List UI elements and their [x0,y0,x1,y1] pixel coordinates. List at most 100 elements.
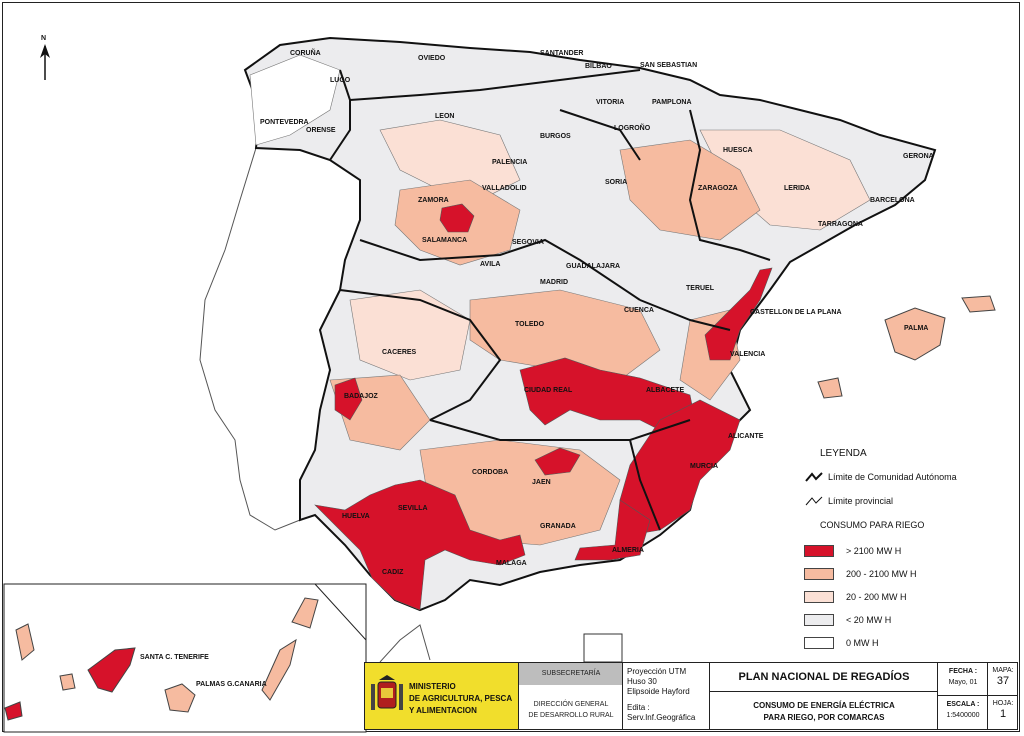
projection-panel: Proyección UTM Huso 30 Elipsoide Hayford… [622,663,709,729]
label-salamanca: SALAMANCA [422,237,467,244]
label-orense: ORENSE [306,127,336,134]
label-segovia: SEGOVIA [512,239,544,246]
legend-class-4: < 20 MW H [804,613,891,627]
label-alicante: ALICANTE [728,433,764,440]
label-huelva: HUELVA [342,513,370,520]
balearic-mallorca [884,307,946,361]
north-arrow-icon: N [40,35,50,80]
label-las-palmas: PALMAS G.CANARIA [196,681,267,688]
legend-ccaa-row: Límite de Comunidad Autónoma [804,470,957,484]
projection-line: Huso 30 [627,677,657,686]
subsecretaria-label: SUBSECRETARÍA [519,663,623,685]
canary-fuerteventura [261,638,297,701]
label-cadiz: CADIZ [382,569,404,576]
label-sevilla: SEVILLA [398,505,428,512]
label-cuenca: CUENCA [624,307,654,314]
label-zaragoza: ZARAGOZA [698,185,738,192]
label-almeria: ALMERIA [612,547,644,554]
fecha-cell: FECHA : Mayo, 01 [938,663,988,696]
meta-panel: FECHA : Mayo, 01 ESCALA : 1:5400000 [937,663,988,729]
label-toledo: TOLEDO [515,321,545,328]
legend-class-3: 20 - 200 MW H [804,590,907,604]
ccaa-boundaries [329,69,771,531]
escala-cell: ESCALA : 1:5400000 [946,701,980,719]
ceuta-melilla-inset [583,633,623,663]
label-madrid: MADRID [540,279,568,286]
label-badajoz: BADAJOZ [344,393,379,400]
africa-coast [379,624,431,663]
legend-class-label: 200 - 2100 MW H [846,569,917,579]
edita-value: Serv.Inf.Geográfica [627,713,696,722]
label-lerida: LERIDA [784,185,810,192]
zone-over-2100-badajoz [334,377,363,421]
label-tarragona: TARRAGONA [818,221,863,228]
canary-lanzarote [291,597,319,629]
projection-line: Proyección UTM [627,667,687,676]
legend-swatch [804,637,834,649]
label-logrono: LOGROÑO [614,123,651,132]
label-barcelona: BARCELONA [870,197,915,204]
label-bilbao: BILBAO [585,63,612,70]
label-valencia: VALENCIA [730,351,765,358]
prov-line-icon [805,496,823,506]
label-cordoba: CORDOBA [472,469,508,476]
zone-0-galicia [249,54,341,146]
label-burgos: BURGOS [540,133,571,140]
edita-label: Edita : [627,703,650,712]
zone-over-2100-murcia [619,399,741,536]
balearic-menorca [961,295,996,313]
label-murcia: MURCIA [690,463,718,470]
label-soria: SORIA [605,179,627,186]
label-oviedo: OVIEDO [418,55,446,62]
label-caceres: CACERES [382,349,417,356]
coat-of-arms-icon [371,675,403,710]
zone-over-2100-zamora [439,203,475,233]
label-leon: LEON [435,113,454,120]
label-teruel: TERUEL [686,285,715,292]
plan-panel: PLAN NACIONAL DE REGADÍOS CONSUMO DE ENE… [709,663,938,729]
label-castellon: CASTELLON DE LA PLANA [750,309,842,316]
label-guadalajara: GUADALAJARA [566,263,620,270]
zone-over-2100-valencia-coast [704,267,773,361]
label-vitoria: VITORIA [596,99,624,106]
label-pamplona: PAMPLONA [652,99,692,106]
legend: LEYENDA Límite de Comunidad Autónoma Lím… [800,448,1000,650]
ccaa-line-icon [805,472,823,482]
label-pontevedra: PONTEVEDRA [260,119,309,126]
subsecretaria-panel: SUBSECRETARÍA DIRECCIÓN GENERAL DE DESAR… [518,663,623,729]
zone-over-2100-sevilla [314,479,526,611]
label-san-sebastian: SAN SEBASTIAN [640,62,697,69]
label-palencia: PALENCIA [492,159,527,166]
hoja-cell: HOJA: 1 [992,700,1014,720]
legend-ccaa-label: Límite de Comunidad Autónoma [828,472,957,482]
legend-swatch [804,591,834,603]
legend-class-1: > 2100 MW H [804,544,901,558]
canary-hierro [4,701,23,721]
legend-prov-row: Límite provincial [804,494,893,508]
legend-class-5: 0 MW H [804,636,879,650]
mapa-cell: MAPA: 37 [988,663,1018,696]
label-palma: PALMA [904,325,928,332]
balearic-ibiza [817,377,843,399]
label-avila: AVILA [480,261,500,268]
canary-tenerife [87,647,136,693]
title-block: MINISTERIO DE AGRICULTURA, PESCA Y ALIME… [364,662,1018,730]
city-labels: CORUÑA LUGO OVIEDO SANTANDER BILBAO SAN … [140,48,934,688]
legend-swatch [804,545,834,557]
svg-text:N: N [41,35,46,42]
legend-class-label: > 2100 MW H [846,546,902,556]
ministry-panel: MINISTERIO DE AGRICULTURA, PESCA Y ALIME… [365,663,518,729]
label-valladolid: VALLADOLID [482,185,527,192]
canary-gran-canaria [164,683,196,713]
ministry-name: MINISTERIO DE AGRICULTURA, PESCA Y ALIME… [409,682,513,715]
label-santander: SANTANDER [540,50,583,57]
plan-title: PLAN NACIONAL DE REGADÍOS [710,663,938,692]
zone-20-200-centre [349,289,471,381]
label-albacete: ALBACETE [646,387,684,394]
label-ciudad-real: CIUDAD REAL [524,387,573,394]
legend-title: LEYENDA [820,448,867,459]
label-huesca: HUESCA [723,147,753,154]
zone-over-2100-almeria [574,499,651,561]
